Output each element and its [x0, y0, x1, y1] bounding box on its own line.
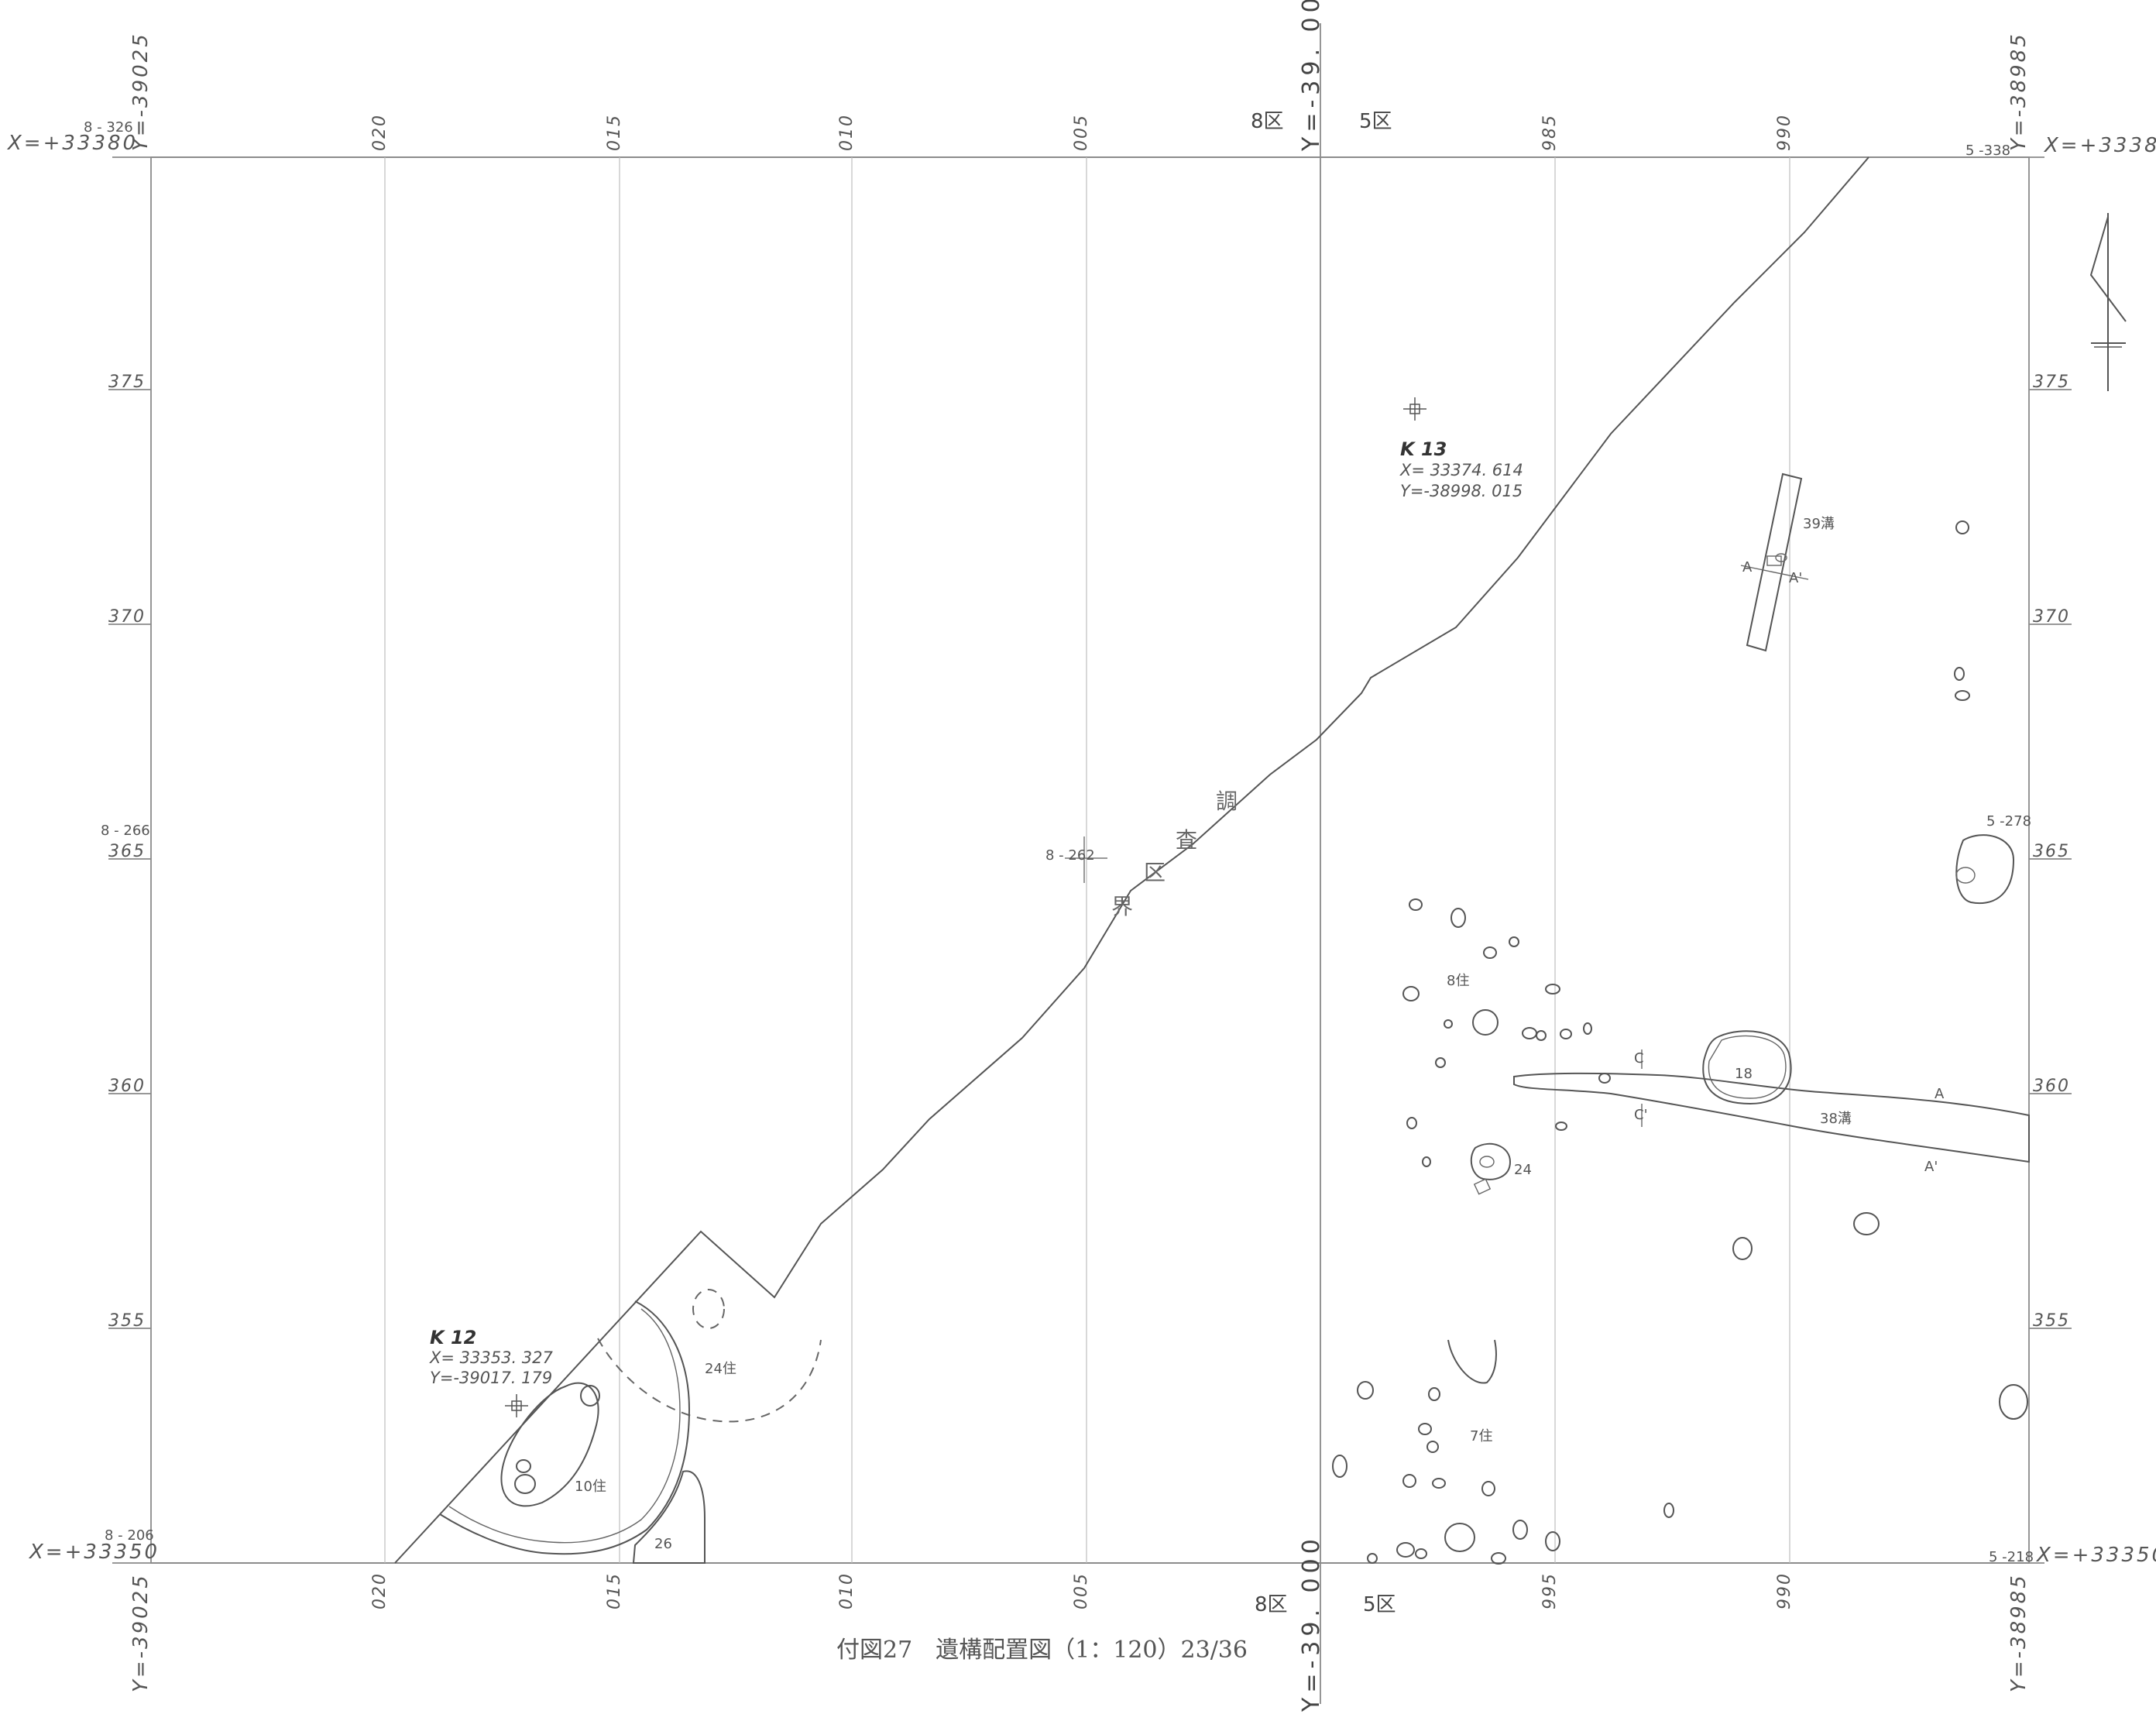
- right-tick-375: 375: [2033, 373, 2070, 392]
- top-tick-020: 020: [370, 114, 390, 151]
- k13-y: Y=-38998. 015: [1400, 482, 1523, 500]
- center-label-top: Y=-39. 000: [1298, 0, 1325, 152]
- corner-tl-x: X=+33380: [6, 132, 138, 155]
- bottom-tick-995: 995: [1540, 1572, 1560, 1609]
- dwelling-10: 10住: [439, 1300, 691, 1555]
- top-tick-015: 015: [605, 114, 624, 151]
- figure-caption: 付図27 遺構配置図（1：120）23/36: [836, 1637, 1248, 1664]
- pit-26: 26: [632, 1470, 706, 1564]
- ditch-39-sec-a: A: [1742, 559, 1753, 575]
- corner-bl-sheet: 8 - 206: [105, 1527, 154, 1544]
- zone-label-5-top: 5区: [1359, 110, 1392, 133]
- corner-tl-sheet: 8 - 326: [84, 119, 133, 136]
- center-label-bottom: Y=-39. 000: [1298, 1534, 1325, 1712]
- pit-26-label: 26: [654, 1536, 672, 1552]
- boundary-char-2: 査: [1176, 827, 1197, 853]
- corner-top-left: 8 - 326 X=+33380 Y=-39025: [6, 32, 153, 155]
- ditch-38-label: 38溝: [1820, 1111, 1852, 1127]
- zone-label-8-top: 8区: [1251, 110, 1284, 133]
- right-sheet-mark: 5 -278: [1986, 813, 2031, 830]
- ditch-38-sec-a: A: [1935, 1086, 1945, 1102]
- pit-18-label: 18: [1735, 1066, 1753, 1082]
- pit-24-label: 24: [1514, 1162, 1532, 1178]
- ditch-38: 38溝 A A' C C': [1513, 1049, 2030, 1175]
- top-tick-990: 990: [1775, 114, 1794, 151]
- ditch-39-sec-a2: A': [1789, 570, 1802, 586]
- bottom-tick-labels: 020 015 010 005 995 990: [370, 1572, 1794, 1609]
- left-x-ticks: 375 370 365 360 355: [108, 373, 151, 1331]
- right-tick-360: 360: [2033, 1077, 2070, 1096]
- benchmark-k12: K 12 X= 33353. 327 Y=-39017. 179: [429, 1327, 554, 1417]
- right-x-ticks: 375 370 365 360 355: [2029, 373, 2072, 1331]
- bottom-tick-020: 020: [370, 1572, 390, 1609]
- boundary-char-3: 区: [1144, 860, 1166, 885]
- left-tick-375: 375: [108, 373, 146, 392]
- dwelling-10-label: 10住: [575, 1479, 606, 1495]
- k13-name: K 13: [1400, 438, 1447, 460]
- corner-top-right: 5 -338 X=+33380 Y=-38985: [1965, 32, 2156, 159]
- boundary-label: 8 - 262 調 査 区 界: [1045, 788, 1238, 919]
- corner-tl-y: Y=-39025: [129, 32, 153, 151]
- zone-label-8-bottom: 8区: [1255, 1593, 1288, 1616]
- benchmark-point-icon: [1403, 397, 1426, 421]
- corner-bl-y: Y=-39025: [129, 1573, 153, 1692]
- corner-br-y: Y=-38985: [2007, 1573, 2031, 1692]
- corner-br-sheet: 5 -218: [1989, 1549, 2034, 1565]
- ditch-39-label: 39溝: [1803, 516, 1835, 532]
- boundary-char-4: 界: [1111, 894, 1133, 919]
- left-sheet-mark: 8 - 266: [101, 823, 150, 839]
- vertical-grid-lines: [384, 157, 1790, 1563]
- corner-br-x: X=+33350: [2035, 1544, 2156, 1567]
- left-tick-360: 360: [108, 1077, 146, 1096]
- benchmark-point-icon: [505, 1394, 528, 1417]
- top-tick-010: 010: [837, 114, 857, 151]
- boundary-sheet-mark: 8 - 262: [1045, 847, 1095, 864]
- bottom-tick-005: 005: [1072, 1572, 1091, 1609]
- pit-24: 24: [1470, 1142, 1532, 1195]
- corner-bottom-left: 8 - 206 X=+33350 Y=-39025: [28, 1527, 160, 1692]
- right-tick-370: 370: [2033, 607, 2070, 627]
- k12-name: K 12: [430, 1327, 476, 1348]
- top-tick-labels: 020 015 010 005 985 990: [370, 114, 1794, 151]
- pit-18: 18: [1702, 1030, 1792, 1105]
- bottom-tick-015: 015: [605, 1572, 624, 1609]
- ditch-38-sec-a2: A': [1924, 1159, 1938, 1175]
- k13-x: X= 33374. 614: [1399, 461, 1523, 479]
- dwelling-7-label: 7住: [1470, 1428, 1492, 1444]
- left-tick-355: 355: [108, 1311, 146, 1331]
- k12-x: X= 33353. 327: [429, 1348, 554, 1367]
- dwelling-8-label: 8住: [1447, 973, 1469, 989]
- scattered-pits: [1663, 520, 2028, 1518]
- dwelling-7: 7住: [1332, 1339, 1560, 1565]
- ditch-38-sec-c2: C': [1634, 1107, 1648, 1123]
- corner-bottom-right: 5 -218 X=+33350 Y=-38985: [1989, 1544, 2156, 1692]
- zone-label-5-bottom: 5区: [1363, 1593, 1396, 1616]
- corner-tr-y: Y=-38985: [2007, 32, 2031, 151]
- ditch-39: 39溝 A A': [1740, 472, 1835, 652]
- corner-tr-sheet: 5 -338: [1965, 143, 2010, 159]
- dwelling-24: 24住: [597, 1289, 822, 1423]
- top-tick-985: 985: [1540, 114, 1560, 151]
- bottom-tick-010: 010: [837, 1572, 857, 1609]
- benchmark-k13: K 13 X= 33374. 614 Y=-38998. 015: [1399, 397, 1523, 500]
- left-tick-370: 370: [108, 607, 146, 627]
- corner-bl-x: X=+33350: [28, 1541, 160, 1564]
- north-arrow-icon: [2089, 213, 2127, 391]
- boundary-char-1: 調: [1216, 788, 1238, 814]
- ditch-38-sec-c: C: [1634, 1050, 1644, 1067]
- left-tick-365: 365: [108, 842, 146, 861]
- dwelling-8: 8住: [1402, 898, 1611, 1167]
- k12-y: Y=-39017. 179: [430, 1369, 552, 1387]
- dwelling-24-label: 24住: [705, 1361, 736, 1377]
- bottom-tick-990: 990: [1775, 1572, 1794, 1609]
- corner-tr-x: X=+33380: [2043, 134, 2156, 157]
- right-tick-365: 365: [2033, 842, 2070, 861]
- right-tick-355: 355: [2033, 1311, 2070, 1331]
- survey-boundary-line: [394, 156, 1869, 1564]
- top-tick-005: 005: [1072, 114, 1091, 151]
